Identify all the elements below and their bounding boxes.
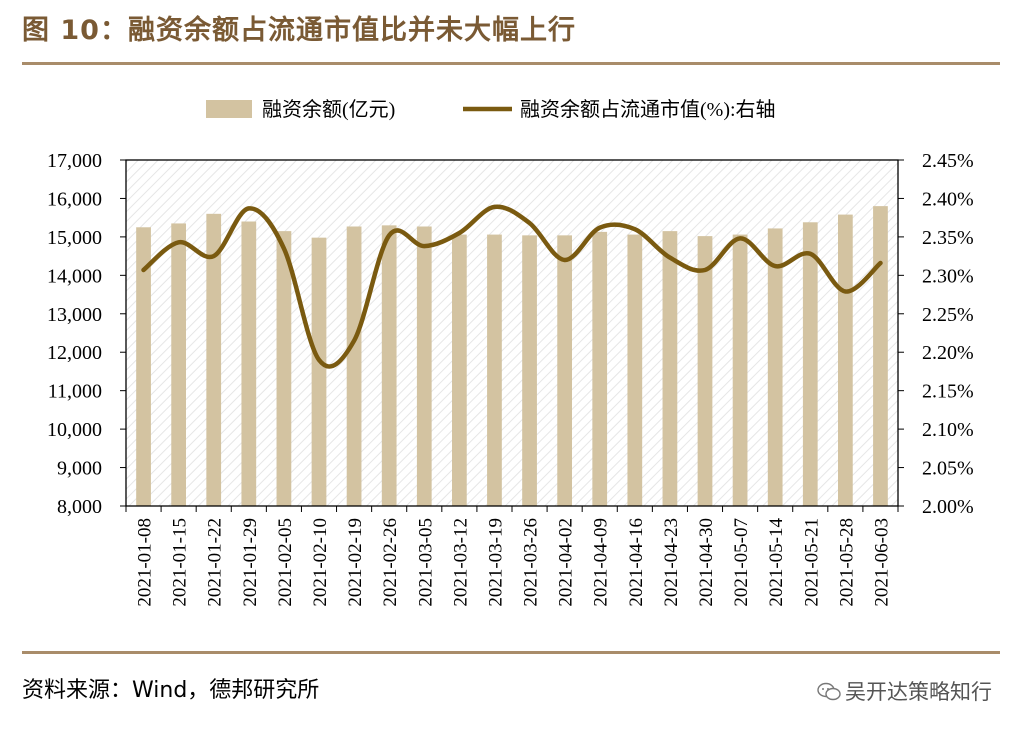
- right-tick-label: 2.05%: [922, 458, 974, 480]
- bar: [592, 231, 608, 506]
- left-tick-label: 12,000: [47, 342, 102, 364]
- left-tick-label: 17,000: [47, 150, 102, 172]
- x-tick-label: 2021-02-05: [275, 518, 296, 607]
- bar: [206, 213, 222, 507]
- left-tick-label: 16,000: [47, 188, 102, 210]
- right-tick-label: 2.30%: [922, 265, 974, 287]
- bar: [136, 227, 151, 506]
- bar: [241, 221, 257, 506]
- chart: 8,000 9,000 10,000 11,000 12,000 13,000 14,000…: [47, 98, 974, 607]
- bar: [802, 222, 818, 506]
- bar: [873, 206, 888, 506]
- x-tick-label: 2021-01-08: [135, 518, 156, 607]
- bar: [487, 234, 502, 507]
- x-tick-label: 2021-04-16: [626, 518, 647, 607]
- x-tick-label: 2021-02-26: [380, 518, 401, 607]
- left-tick-label: 11,000: [48, 381, 102, 403]
- left-tick-label: 15,000: [47, 227, 102, 249]
- x-tick-label: 2021-03-26: [521, 518, 542, 607]
- x-tick-label: 2021-03-05: [415, 518, 436, 607]
- right-tick-label: 2.15%: [922, 381, 974, 403]
- title-divider: [22, 62, 1000, 65]
- x-tick-label: 2021-02-19: [345, 518, 366, 607]
- legend-bar-label: 融资余额(亿元): [262, 98, 395, 121]
- left-tick-label: 13,000: [47, 304, 102, 326]
- right-tick-label: 2.25%: [922, 304, 974, 326]
- bar: [451, 234, 467, 507]
- watermark-text: 吴开达策略知行: [845, 680, 992, 704]
- watermark: 吴开达策略知行: [817, 676, 992, 706]
- right-tick-label: 2.20%: [922, 342, 974, 364]
- x-tick-label: 2021-04-09: [591, 518, 612, 607]
- bar: [311, 237, 327, 506]
- bar-series: [136, 206, 888, 507]
- x-tick-label: 2021-06-03: [871, 518, 892, 607]
- right-tick-label: 2.10%: [922, 419, 974, 441]
- ratio-line: [141, 204, 883, 369]
- left-axis-ticks: 8,000 9,000 10,000 11,000 12,000 13,000 14,000…: [47, 150, 126, 518]
- x-tick-label: 2021-01-15: [170, 518, 191, 607]
- x-axis-ticks: 2021-01-08 2021-01-15 2021-01-22 2021-01-29…: [125, 506, 899, 607]
- legend: 融资余额(亿元) 融资余额占流通市值(%):右轴: [206, 98, 776, 121]
- x-tick-label: 2021-05-28: [836, 518, 857, 607]
- left-tick-label: 10,000: [47, 419, 102, 441]
- x-tick-label: 2021-03-12: [450, 518, 471, 607]
- x-tick-label: 2021-01-29: [240, 518, 261, 607]
- bar: [522, 235, 537, 506]
- bar: [767, 228, 783, 507]
- bar: [276, 231, 292, 506]
- left-tick-label: 8,000: [57, 496, 102, 518]
- x-tick-label: 2021-05-07: [731, 518, 752, 607]
- x-tick-label: 2021-01-22: [205, 518, 226, 607]
- x-tick-label: 2021-03-19: [485, 518, 506, 607]
- right-axis-ticks: 2.00% 2.05% 2.10% 2.15% 2.20% 2.25% 2.30% 2.35%…: [898, 150, 974, 518]
- footer-divider: [22, 651, 1000, 654]
- legend-bar-swatch: [206, 100, 252, 118]
- chart-title: 图 10：融资余额占流通市值比并未大幅上行: [22, 15, 576, 46]
- bar: [837, 214, 853, 506]
- right-tick-label: 2.45%: [922, 150, 974, 172]
- bar: [697, 236, 713, 506]
- bar: [557, 235, 573, 506]
- bar: [416, 226, 432, 506]
- right-tick-label: 2.35%: [922, 227, 974, 249]
- right-tick-label: 2.00%: [922, 496, 974, 518]
- bar: [732, 234, 748, 507]
- x-tick-label: 2021-04-30: [696, 518, 717, 607]
- x-tick-label: 2021-05-21: [801, 518, 822, 607]
- bar: [627, 234, 643, 507]
- left-tick-label: 9,000: [57, 458, 102, 480]
- x-tick-label: 2021-04-23: [661, 518, 682, 607]
- bar: [171, 223, 187, 506]
- x-tick-label: 2021-02-10: [310, 518, 331, 607]
- bar: [346, 226, 362, 506]
- bar: [381, 225, 397, 506]
- right-tick-label: 2.40%: [922, 188, 974, 210]
- wechat-icon: [817, 682, 841, 701]
- x-tick-label: 2021-05-14: [766, 518, 787, 607]
- x-tick-label: 2021-04-02: [556, 518, 577, 607]
- source-note: 资料来源：Wind，德邦研究所: [22, 678, 320, 703]
- bar: [662, 231, 678, 506]
- legend-line-label: 融资余额占流通市值(%):右轴: [520, 98, 776, 121]
- left-tick-label: 14,000: [47, 265, 102, 287]
